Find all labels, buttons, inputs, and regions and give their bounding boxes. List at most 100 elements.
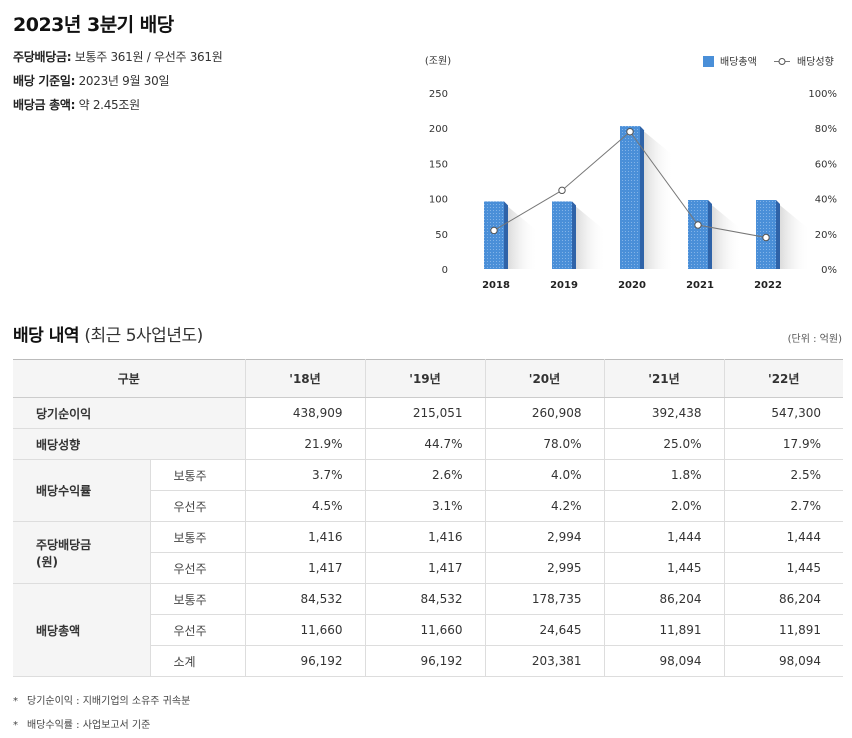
sub-row-header: 보통주 <box>150 521 246 553</box>
table-cell: 17.9% <box>724 428 843 460</box>
y-tick-label-right: 100% <box>808 89 837 100</box>
info-key: 배당금 총액: <box>13 98 76 112</box>
table-row: 배당총액 보통주 84,532 84,532 178,735 86,204 86… <box>13 583 843 677</box>
bar-side <box>640 126 644 269</box>
info-value: 2023년 9월 30일 <box>75 74 170 88</box>
legend-swatch-bar <box>703 56 714 67</box>
table-row: 배당수익률 보통주 3.7% 2.6% 4.0% 1.8% 2.5% <box>13 459 843 522</box>
table-row: 우선주 11,660 11,660 24,645 11,891 11,891 <box>13 614 843 646</box>
table-cell: 4.0% <box>485 459 605 491</box>
bar-shadow <box>504 203 538 269</box>
x-tick-label: 2018 <box>482 280 510 291</box>
line-point <box>558 186 566 195</box>
table-cell: 86,204 <box>724 583 843 615</box>
bar <box>552 201 572 269</box>
info-key: 주당배당금: <box>13 50 72 64</box>
info-value: 약 2.45조원 <box>75 98 141 112</box>
section-subtitle: (최근 5사업년도) <box>84 326 203 346</box>
table-cell: 1,444 <box>604 521 725 553</box>
bar-shadow <box>776 202 810 269</box>
table-cell: 392,438 <box>604 397 725 429</box>
table-cell: 1,417 <box>365 552 486 584</box>
sub-row-header: 우선주 <box>150 552 246 584</box>
table-cell: 84,532 <box>365 583 486 615</box>
table-cell: 11,660 <box>245 614 366 646</box>
table-cell: 1,417 <box>245 552 366 584</box>
bar-side <box>776 200 780 269</box>
sub-row-header: 보통주 <box>150 583 246 615</box>
table-cell: 178,735 <box>485 583 605 615</box>
y-tick-label-right: 0% <box>821 265 837 276</box>
row-header: 당기순이익 <box>13 397 246 429</box>
section-title: 배당 내역 (최근 5사업년도) <box>13 321 203 346</box>
line-point <box>626 128 634 136</box>
legend-marker-line <box>778 58 786 65</box>
row-header: 배당수익률 <box>13 459 151 522</box>
y-tick-label-right: 60% <box>815 159 837 170</box>
table-row: 당기순이익 438,909 215,051 260,908 392,438 54… <box>13 397 843 429</box>
table-cell: 1,445 <box>604 552 725 584</box>
table-cell: 98,094 <box>724 645 843 677</box>
table-cell: 86,204 <box>604 583 725 615</box>
sub-row-header: 우선주 <box>150 490 246 522</box>
table-cell: 203,381 <box>485 645 605 677</box>
table-row: 소계 96,192 96,192 203,381 98,094 98,094 <box>13 645 843 677</box>
info-value: 보통주 361원 / 우선주 361원 <box>71 50 223 64</box>
footnote-marker: * <box>13 720 18 731</box>
column-header: '20년 <box>485 359 605 398</box>
y-tick-label-left: 0 <box>442 265 448 276</box>
row-header: 배당성향 <box>13 428 246 460</box>
table-cell: 4.2% <box>485 490 605 522</box>
sub-row-header: 소계 <box>150 645 246 677</box>
column-header: '21년 <box>604 359 725 398</box>
table-cell: 3.1% <box>365 490 486 522</box>
bar-shadow <box>572 203 606 269</box>
dividend-per-share-info: 주당배당금: 보통주 361원 / 우선주 361원 <box>13 48 223 65</box>
table-cell: 438,909 <box>245 397 366 429</box>
table-row: 배당성향 21.9% 44.7% 78.0% 25.0% 17.9% <box>13 428 843 460</box>
table-row: 우선주 1,417 1,417 2,995 1,445 1,445 <box>13 552 843 584</box>
bar-side <box>504 201 508 269</box>
table-cell: 11,891 <box>724 614 843 646</box>
row-header: 배당총액 <box>13 583 151 677</box>
sub-row-header: 보통주 <box>150 459 246 491</box>
column-header: '22년 <box>724 359 843 398</box>
line-point <box>490 226 498 235</box>
table-cell: 215,051 <box>365 397 486 429</box>
table-cell: 78.0% <box>485 428 605 460</box>
line-point <box>762 233 770 242</box>
footnote-marker: * <box>13 696 18 707</box>
bar-shadow <box>640 128 674 269</box>
dividend-chart: (조원) 0 50 100 150 200 250 0% 20% 40% 60% 80% 100% 배당총… <box>425 55 837 291</box>
table-cell: 2,995 <box>485 552 605 584</box>
y-tick-label-right: 20% <box>815 230 837 241</box>
y-tick-label-left: 150 <box>429 159 448 170</box>
bar-side <box>708 200 712 269</box>
record-date-info: 배당 기준일: 2023년 9월 30일 <box>13 72 169 89</box>
row-header: 주당배당금 (원) <box>13 521 151 584</box>
row-header-line: (원) <box>36 554 59 569</box>
bar <box>620 126 640 269</box>
table-cell: 2.7% <box>724 490 843 522</box>
column-header: 구분 <box>13 359 246 398</box>
table-header-row: 구분 '18년 '19년 '20년 '21년 '22년 <box>13 359 843 398</box>
table-cell: 84,532 <box>245 583 366 615</box>
table-row: 우선주 4.5% 3.1% 4.2% 2.0% 2.7% <box>13 490 843 522</box>
table-cell: 96,192 <box>245 645 366 677</box>
table-row: 주당배당금 (원) 보통주 1,416 1,416 2,994 1,444 1,4… <box>13 521 843 584</box>
y-tick-label-right: 40% <box>815 195 837 206</box>
table-cell: 44.7% <box>365 428 486 460</box>
footnote: * 배당수익률 : 사업보고서 기준 <box>13 716 150 731</box>
y-tick-label-right: 80% <box>815 124 837 135</box>
footnote-text: 배당수익률 : 사업보고서 기준 <box>27 720 151 731</box>
legend-label-bar: 배당총액 <box>720 56 757 68</box>
table-cell: 11,891 <box>604 614 725 646</box>
dividend-history-table: 구분 '18년 '19년 '20년 '21년 '22년 당기순이익 438,90… <box>13 359 843 677</box>
y-tick-label-left: 50 <box>435 230 448 241</box>
row-header-line: 주당배당금 <box>36 537 92 552</box>
bar <box>688 200 708 269</box>
footnote: * 당기순이익 : 지배기업의 소유주 귀속분 <box>13 692 190 707</box>
table-cell: 96,192 <box>365 645 486 677</box>
legend-label-line: 배당성향 <box>797 56 834 68</box>
table-cell: 25.0% <box>604 428 725 460</box>
